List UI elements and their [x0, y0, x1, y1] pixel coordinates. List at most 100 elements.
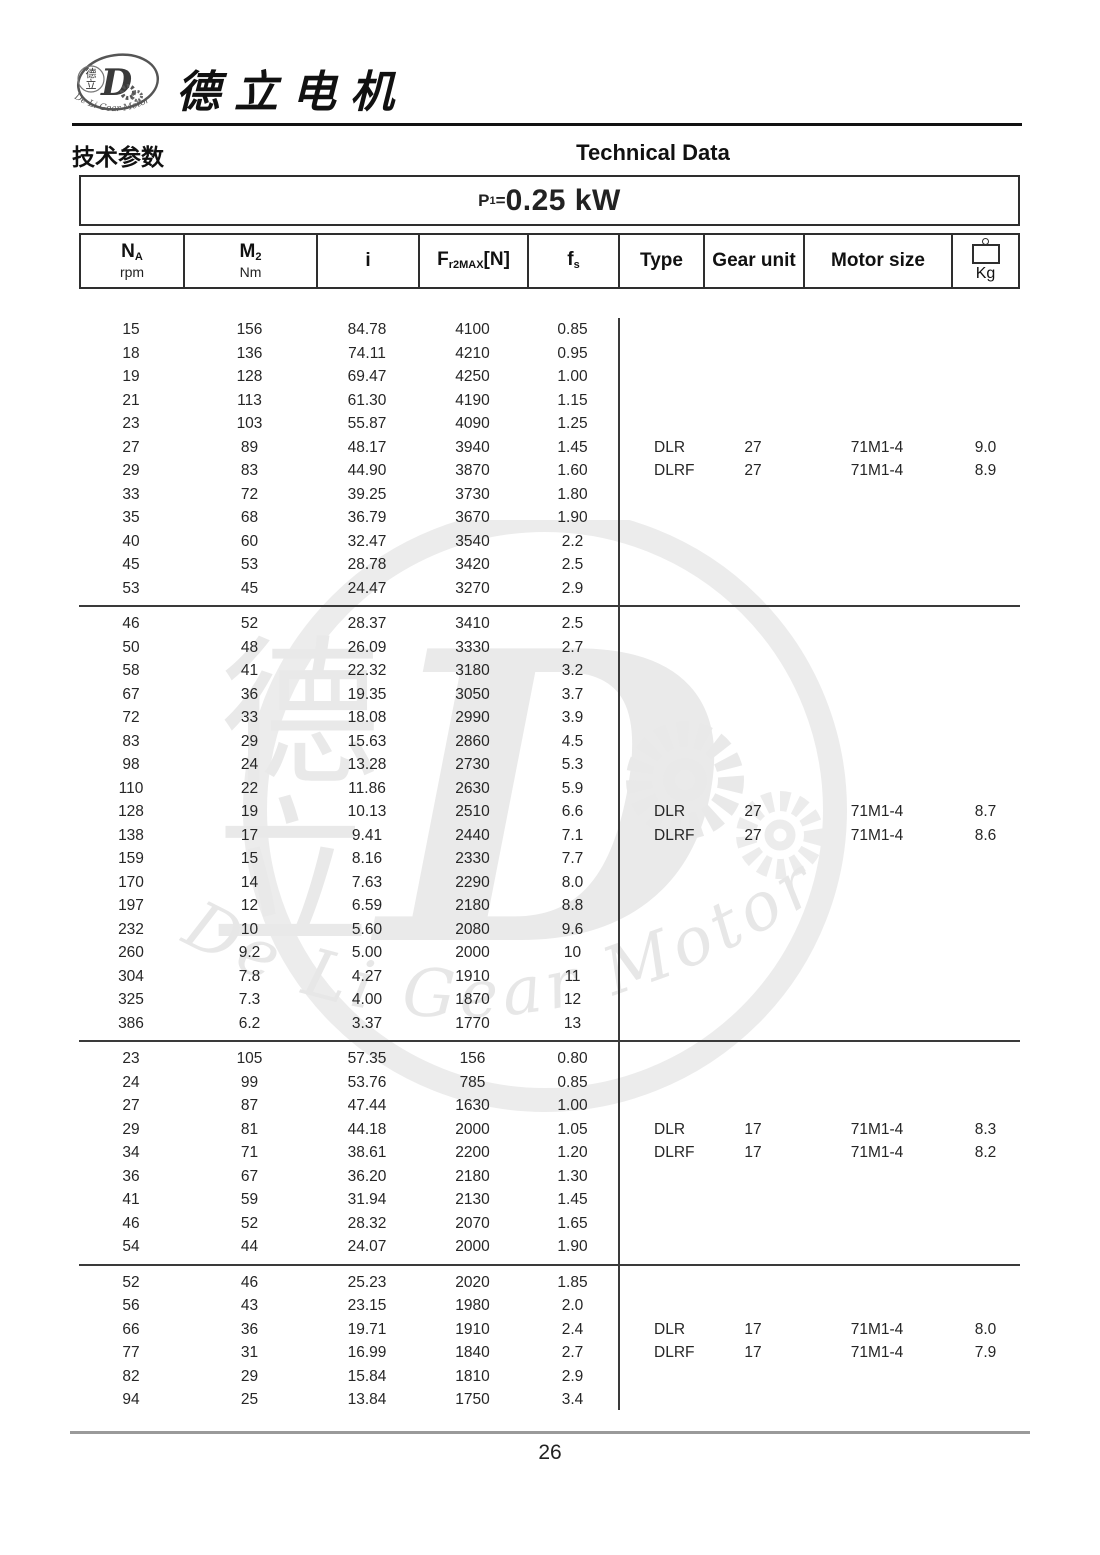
data-cell: 2730 [455, 756, 490, 773]
data-cell: 2510 [455, 803, 490, 820]
table-row: 40 60 32.47 3540 2.2 [79, 530, 1020, 554]
power-symbol: P [478, 190, 490, 210]
data-cell: 2290 [455, 873, 490, 891]
data-cell: 45 [122, 556, 140, 573]
table-row: 46 52 28.32 2070 1.65 [79, 1212, 1020, 1236]
data-cell: 1.90 [557, 509, 588, 526]
table-row: 50 48 26.09 3330 2.7 [79, 636, 1020, 660]
data-cell: 77 [122, 1344, 140, 1361]
variant-row-dlrf: DLRF 17 71M1-4 7.9 [618, 1341, 1020, 1365]
data-cell: 44 [240, 1238, 259, 1255]
data-cell: 2180 [455, 897, 490, 914]
data-table-body: 15 156 84.78 4100 0.85 18 136 74.11 4210 0.95 19 12… [79, 318, 1020, 1413]
data-cell: 31.94 [347, 1191, 387, 1208]
data-cell: 1750 [455, 1391, 490, 1408]
type-cell: DLRF [654, 462, 695, 479]
data-cell: 38.61 [347, 1144, 387, 1161]
table-row: 27 89 48.17 3940 1.45 [79, 436, 1020, 460]
data-cell: 84.78 [347, 321, 387, 338]
data-cell: 4.5 [561, 732, 584, 750]
data-cell: 1.15 [557, 391, 588, 409]
data-cell: 3870 [455, 462, 490, 479]
data-cell: 2440 [455, 826, 490, 844]
data-cell: 3330 [455, 638, 490, 656]
column-header-na: NA rpm [81, 235, 185, 287]
data-cell: 5.3 [561, 756, 584, 773]
logo-gear-icon [120, 84, 143, 102]
power-rating-box: P 1 = 0.25 kW [79, 175, 1020, 226]
table-row: 18 136 74.11 4210 0.95 [79, 342, 1020, 366]
data-cell: 27 [122, 438, 140, 456]
data-cell: 21 [122, 391, 140, 409]
variant-row-dlrf: DLRF 27 71M1-4 8.9 [618, 459, 1020, 483]
data-cell: 2630 [455, 779, 490, 797]
data-cell: 15.63 [347, 732, 387, 750]
data-cell: 105 [236, 1050, 263, 1067]
data-cell: 22 [240, 779, 259, 797]
data-cell: 52 [240, 615, 259, 632]
data-cell: 156 [236, 321, 263, 338]
header-rule [72, 123, 1022, 126]
data-cell: 2200 [455, 1144, 490, 1161]
data-cell: 54 [122, 1238, 140, 1255]
data-cell: 2130 [455, 1191, 490, 1208]
data-cell: 1.80 [557, 485, 588, 503]
table-row: 53 45 24.47 3270 2.9 [79, 577, 1020, 601]
data-cell: 1.85 [557, 1273, 588, 1291]
table-row: 325 7.3 4.00 1870 12 [79, 988, 1020, 1012]
data-cell: 3.2 [561, 662, 584, 679]
variant-row-dlr: DLR 27 71M1-4 9.0 [618, 436, 1020, 460]
column-header-gear-unit: Gear unit [705, 235, 805, 287]
data-cell: 72 [240, 485, 259, 503]
column-header-motor-size: Motor size [805, 235, 953, 287]
table-row: 23 105 57.35 156 0.80 [79, 1047, 1020, 1071]
data-cell: 304 [118, 967, 144, 985]
power-symbol-subscript: 1 [489, 194, 496, 207]
data-cell: 3.9 [561, 709, 584, 726]
data-cell: 1810 [455, 1367, 490, 1385]
table-row: 159 15 8.16 2330 7.7 [79, 847, 1020, 871]
data-cell: 81 [240, 1120, 259, 1138]
data-cell: 1.05 [557, 1120, 588, 1138]
table-row: 35 68 36.79 3670 1.90 [79, 506, 1020, 530]
data-cell: 197 [118, 897, 144, 914]
type-cell: DLR [654, 438, 686, 456]
data-cell: 98 [122, 756, 140, 773]
data-cell: 7.8 [238, 967, 261, 985]
data-cell: 36 [240, 1320, 259, 1338]
data-cell: 39.25 [347, 485, 387, 503]
table-row: 66 36 19.71 1910 2.4 [79, 1318, 1020, 1342]
data-cell: 2000 [455, 944, 490, 961]
table-row: 82 29 15.84 1810 2.9 [79, 1365, 1020, 1389]
data-cell: 232 [118, 920, 144, 938]
data-cell: 9.41 [351, 826, 383, 844]
ratio-group-1: 15 156 84.78 4100 0.85 18 136 74.11 4210 0.95 19 12… [79, 318, 1020, 600]
data-cell: 12 [240, 897, 259, 914]
motor-size-cell: 71M1-4 [850, 438, 904, 456]
logo-char-top: 德 [86, 66, 97, 80]
data-cell: 13 [563, 1014, 582, 1032]
data-cell: 61.30 [347, 391, 387, 409]
data-cell: 10 [240, 920, 259, 938]
type-cell: DLR [654, 1120, 686, 1138]
data-cell: 19 [122, 368, 140, 385]
data-cell: 48 [240, 638, 259, 656]
motor-size-cell: 71M1-4 [850, 1144, 904, 1161]
data-cell: 103 [236, 415, 263, 432]
table-row: 110 22 11.86 2630 5.9 [79, 777, 1020, 801]
data-cell: 94 [122, 1391, 140, 1408]
data-cell: 24 [240, 756, 259, 773]
data-cell: 11 [564, 967, 581, 985]
data-cell: 2.2 [561, 532, 584, 550]
data-cell: 3.37 [351, 1014, 383, 1032]
data-cell: 6.59 [351, 897, 383, 914]
data-cell: 46 [122, 615, 140, 632]
data-cell: 4190 [455, 391, 490, 409]
data-cell: 36 [122, 1167, 140, 1185]
data-cell: 325 [118, 991, 144, 1008]
table-row: 52 46 25.23 2020 1.85 [79, 1271, 1020, 1295]
section-title-cn: 技术参数 [72, 144, 164, 170]
data-cell: 1.65 [557, 1214, 588, 1232]
variant-row-dlr: DLR 17 71M1-4 8.0 [618, 1318, 1020, 1342]
data-cell: 52 [122, 1273, 140, 1291]
